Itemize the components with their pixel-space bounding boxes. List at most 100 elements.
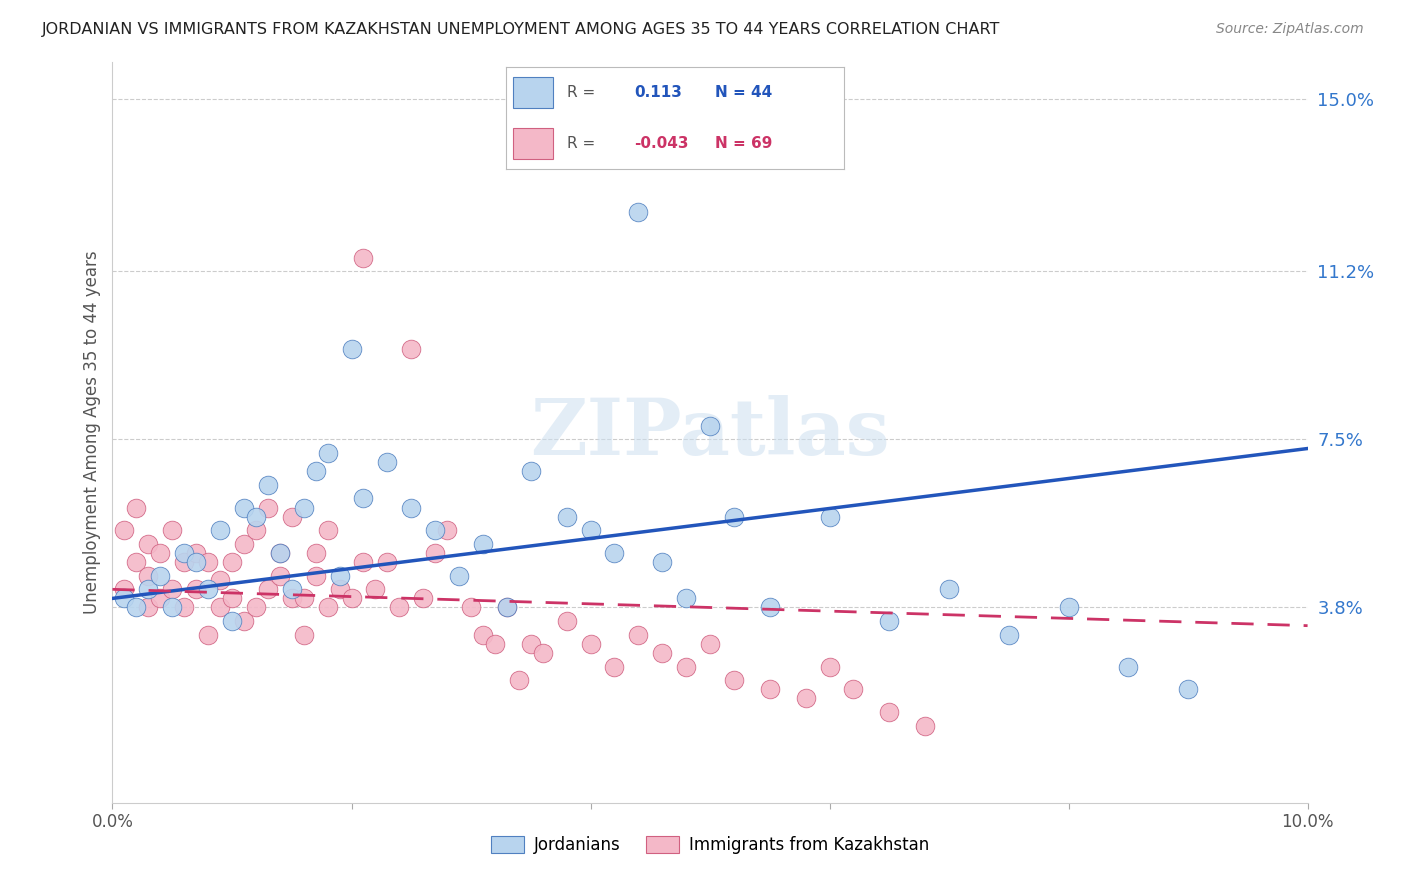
Point (555, 509, 578, 524)
Point (603, 546, 626, 560)
Point (197, 582, 219, 597)
Point (162, 600, 183, 615)
Point (998, 628, 1021, 642)
Point (353, 491, 375, 506)
Text: Source: ZipAtlas.com: Source: ZipAtlas.com (1216, 22, 1364, 37)
Point (125, 555, 148, 569)
Point (138, 600, 160, 615)
Point (149, 568, 172, 582)
Point (186, 555, 208, 569)
Point (138, 537, 160, 551)
Point (173, 555, 195, 569)
Point (1177, 682, 1199, 697)
Point (364, 582, 387, 597)
Point (651, 555, 673, 569)
Point (329, 568, 352, 582)
Point (340, 342, 363, 356)
Point (675, 591, 697, 606)
Point (353, 251, 375, 265)
Text: R =: R = (567, 136, 595, 152)
Point (484, 637, 506, 651)
Point (401, 500, 423, 515)
Point (245, 523, 267, 537)
Point (627, 628, 650, 642)
Point (233, 537, 256, 551)
Point (173, 600, 195, 615)
Point (818, 509, 841, 524)
Point (914, 718, 936, 732)
Point (305, 546, 328, 560)
Point (125, 500, 148, 515)
Point (292, 628, 315, 642)
Point (125, 600, 148, 615)
Point (401, 342, 423, 356)
Point (699, 637, 721, 651)
Point (281, 591, 304, 606)
Point (269, 546, 291, 560)
Point (531, 646, 554, 660)
Point (723, 673, 745, 688)
Point (209, 600, 232, 615)
Point (603, 659, 626, 673)
Point (281, 582, 304, 597)
Point (149, 591, 172, 606)
Point (340, 591, 363, 606)
Point (316, 600, 339, 615)
Text: 0.113: 0.113 (634, 85, 682, 100)
Text: N = 44: N = 44 (716, 85, 773, 100)
Point (675, 659, 697, 673)
Point (281, 509, 304, 524)
Point (496, 600, 519, 615)
Point (794, 691, 817, 706)
Point (759, 682, 782, 697)
Point (759, 600, 782, 615)
Legend: Jordanians, Immigrants from Kazakhstan: Jordanians, Immigrants from Kazakhstan (484, 830, 936, 861)
Point (114, 591, 135, 606)
Point (1057, 600, 1080, 615)
FancyBboxPatch shape (513, 128, 554, 159)
Point (305, 464, 328, 478)
Point (723, 509, 745, 524)
Point (579, 523, 602, 537)
Point (257, 478, 280, 492)
Point (257, 500, 280, 515)
Y-axis label: Unemployment Among Ages 35 to 44 years: Unemployment Among Ages 35 to 44 years (83, 251, 101, 615)
Point (138, 582, 160, 597)
Text: ZIPatlas: ZIPatlas (530, 394, 890, 471)
Point (472, 628, 495, 642)
Point (114, 523, 135, 537)
Point (292, 591, 315, 606)
Point (269, 568, 291, 582)
Point (496, 600, 519, 615)
Point (233, 614, 256, 628)
Point (233, 500, 256, 515)
Text: N = 69: N = 69 (716, 136, 773, 152)
Point (818, 659, 841, 673)
Point (186, 582, 208, 597)
Point (412, 591, 434, 606)
Point (221, 614, 243, 628)
Point (329, 582, 352, 597)
Text: -0.043: -0.043 (634, 136, 689, 152)
Point (879, 614, 901, 628)
Point (651, 646, 673, 660)
Point (879, 705, 901, 719)
Point (162, 582, 183, 597)
Point (269, 546, 291, 560)
Point (699, 418, 721, 433)
FancyBboxPatch shape (513, 78, 554, 108)
Point (186, 546, 208, 560)
Point (221, 591, 243, 606)
Point (425, 546, 447, 560)
Point (472, 537, 495, 551)
Point (377, 555, 399, 569)
Point (449, 568, 471, 582)
Point (138, 568, 160, 582)
Point (1118, 659, 1140, 673)
Point (305, 568, 328, 582)
Point (353, 555, 375, 569)
Point (245, 509, 267, 524)
Point (316, 523, 339, 537)
Point (436, 523, 458, 537)
Point (842, 682, 865, 697)
